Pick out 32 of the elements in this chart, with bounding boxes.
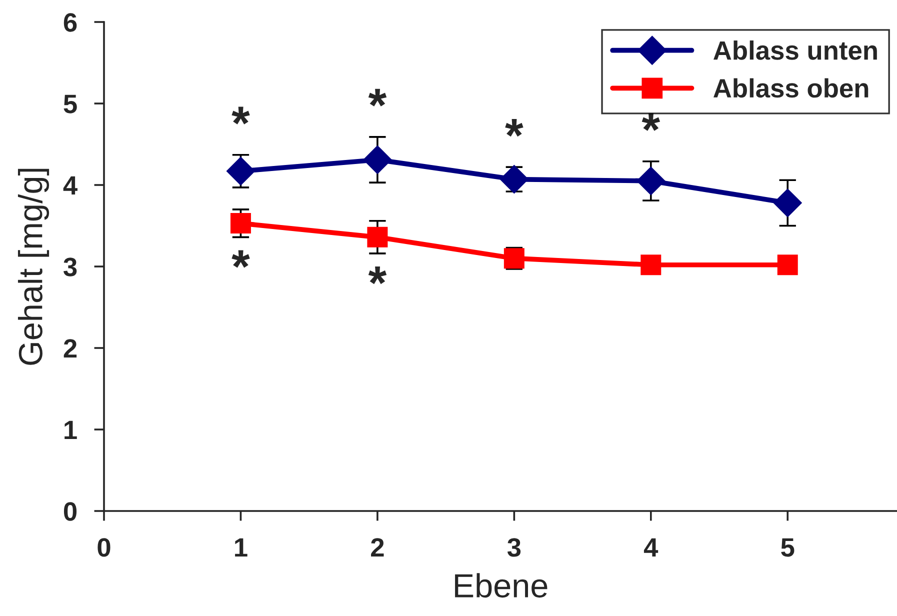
y-tick-label: 1 <box>64 420 77 440</box>
point <box>230 213 251 234</box>
point <box>640 254 662 276</box>
legend-label: Ablass unten <box>714 40 877 60</box>
y-axis-title: Gehalt [mg/g] <box>18 168 50 365</box>
y-tick-label: 0 <box>64 502 77 521</box>
x-tick-label: 1 <box>235 538 248 557</box>
point <box>367 226 388 248</box>
x-tick-label: 4 <box>644 538 658 557</box>
x-tick-label: 0 <box>98 538 110 557</box>
x-tick-label: 3 <box>507 538 521 557</box>
y-tick-label: 4 <box>63 176 78 195</box>
y-tick-label: 6 <box>64 13 77 32</box>
point <box>777 254 798 276</box>
annotation: * <box>642 113 660 131</box>
annotation: * <box>505 119 524 137</box>
y-tick-label: 5 <box>64 94 77 114</box>
annotation: * <box>368 266 387 284</box>
x-tick-label: 2 <box>371 538 384 557</box>
legend-label: Ablass oben <box>714 78 868 98</box>
point <box>363 145 392 174</box>
annotation: * <box>368 88 387 106</box>
x-axis-title: Ebene <box>455 573 548 598</box>
x-tick-label: 5 <box>781 538 794 557</box>
annotation: * <box>232 106 250 124</box>
point <box>636 166 666 196</box>
y-tick-label: 2 <box>64 339 77 358</box>
point <box>500 165 528 194</box>
point <box>773 188 802 218</box>
annotation: * <box>232 250 250 268</box>
y-tick-label: 3 <box>64 258 77 276</box>
point <box>226 156 255 186</box>
